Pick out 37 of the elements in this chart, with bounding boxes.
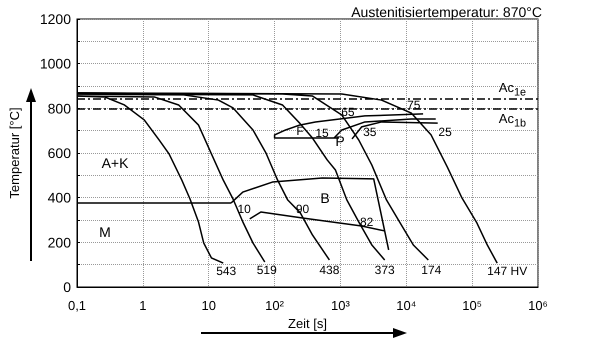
annotation: 543 bbox=[216, 264, 237, 278]
annotation: A+K bbox=[102, 155, 130, 171]
annotation: 438 bbox=[319, 262, 340, 277]
x-tick-label: 10³ bbox=[331, 298, 350, 313]
annotation: 10 bbox=[237, 202, 252, 216]
y-tick-label: 1000 bbox=[40, 56, 72, 72]
y-tick-label: 1200 bbox=[40, 11, 72, 27]
annotation: 15 bbox=[315, 126, 329, 140]
y-tick-label: 600 bbox=[48, 145, 72, 161]
annotation: 65 bbox=[341, 104, 355, 119]
x-tick-label: 10 bbox=[201, 298, 216, 313]
annotation: B bbox=[320, 190, 330, 206]
x-tick-label: 10⁴ bbox=[396, 298, 416, 313]
x-tick-label: 10² bbox=[265, 298, 285, 313]
annotation: M bbox=[99, 224, 111, 240]
x-tick-label: 1 bbox=[139, 298, 146, 313]
ref-line-label: Ac$_{1b}$ bbox=[498, 111, 526, 132]
annotation: 373 bbox=[374, 262, 396, 277]
annotation: 174 bbox=[421, 262, 442, 277]
x-tick-label: 10⁵ bbox=[462, 298, 482, 313]
x-tick-label: 10⁶ bbox=[528, 298, 548, 313]
annotation: 147 HV bbox=[487, 264, 528, 278]
annotation: F bbox=[296, 124, 304, 138]
y-axis-title: Temperatur [°C] bbox=[7, 107, 22, 199]
annotation: 25 bbox=[438, 124, 452, 139]
y-tick-label: 200 bbox=[48, 234, 72, 250]
annotation: 90 bbox=[296, 202, 310, 216]
annotation: 82 bbox=[360, 215, 374, 230]
y-tick-label: 400 bbox=[48, 190, 72, 206]
ref-line-label: Ac$_{1e}$ bbox=[498, 80, 526, 101]
annotation: 519 bbox=[256, 262, 278, 277]
chart-title: Austenitisiertemperatur: 870°C bbox=[351, 4, 542, 20]
y-tick-label: 0 bbox=[63, 279, 72, 295]
y-tick-label: 800 bbox=[48, 100, 72, 116]
x-tick-label: 0,1 bbox=[68, 298, 86, 313]
annotation: 35 bbox=[363, 125, 377, 140]
x-axis-title: Zeit [s] bbox=[288, 316, 328, 331]
